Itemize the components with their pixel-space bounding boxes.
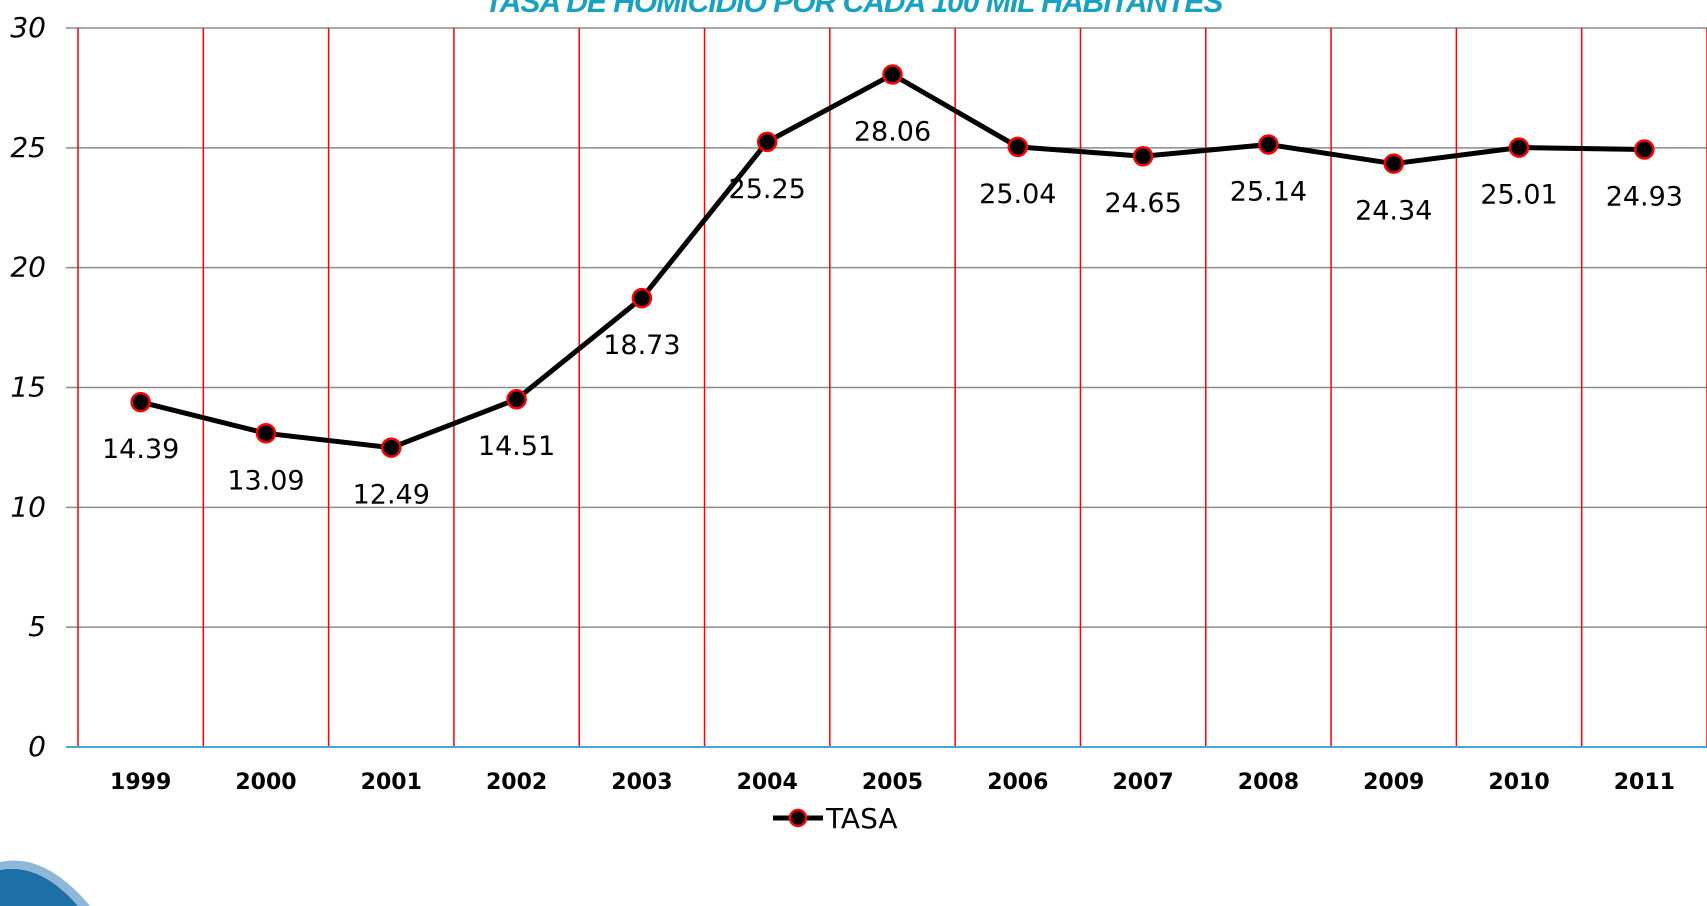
data-point-2009 — [1383, 153, 1404, 174]
x-tick-label-2007: 2007 — [1112, 770, 1173, 795]
x-tick-label-2010: 2010 — [1488, 770, 1549, 795]
data-point-2006 — [1007, 136, 1029, 158]
data-point-2007 — [1132, 145, 1154, 167]
data-point-2001 — [381, 437, 402, 458]
x-tick-label-2001: 2001 — [361, 770, 422, 795]
series-tasa — [130, 64, 1655, 458]
legend: TASA — [773, 802, 898, 835]
legend-entry-tasa: TASA — [825, 802, 898, 835]
data-label-2003: 18.73 — [603, 330, 680, 361]
category-gridlines — [77, 28, 1707, 747]
data-point-2011 — [1634, 139, 1655, 160]
y-tick-label-20: 20 — [10, 251, 46, 284]
x-tick-label-2008: 2008 — [1238, 770, 1299, 795]
decorative-corner-highlight — [0, 860, 90, 906]
data-label-2001: 12.49 — [353, 480, 430, 511]
x-tick-label-2004: 2004 — [737, 770, 798, 795]
legend-swatch-marker — [788, 808, 808, 828]
data-label-2011: 24.93 — [1606, 182, 1683, 213]
x-tick-label-2003: 2003 — [611, 770, 672, 795]
data-label-1999: 14.39 — [102, 434, 179, 465]
data-label-2007: 24.65 — [1104, 188, 1181, 219]
x-tick-label-2002: 2002 — [486, 770, 547, 795]
chart-title: TASA DE HOMICIDIO POR CADA 100 MIL HABIT… — [484, 0, 1224, 19]
x-tick-label-2006: 2006 — [987, 770, 1048, 795]
data-point-2003 — [631, 287, 653, 309]
value-gridlines — [66, 27, 1707, 628]
data-labels: 14.39 13.09 12.49 14.51 18.73 25.25 28.06 25.04… — [102, 116, 1683, 510]
data-point-2002 — [506, 388, 527, 410]
data-label-2010: 25.01 — [1480, 180, 1557, 211]
data-label-2006: 25.04 — [979, 179, 1056, 210]
x-tick-label-2011: 2011 — [1614, 770, 1675, 795]
data-point-1999 — [130, 391, 151, 413]
x-tick-label-2005: 2005 — [862, 770, 923, 795]
x-tick-label-2000: 2000 — [235, 770, 296, 795]
y-tick-label-15: 15 — [10, 371, 46, 404]
data-point-2010 — [1508, 137, 1530, 158]
y-axis-ticks: 0 5 10 15 20 25 30 — [10, 11, 46, 763]
y-tick-label-30: 30 — [10, 11, 46, 44]
decorative-corner-shape — [0, 868, 78, 906]
x-axis-ticks: 1999 2000 2001 2002 2003 2004 2005 2006 2007 2008… — [110, 770, 1675, 795]
data-label-2009: 24.34 — [1355, 196, 1432, 227]
data-label-2002: 14.51 — [478, 431, 555, 462]
x-tick-label-2009: 2009 — [1363, 770, 1424, 795]
y-tick-label-0: 0 — [28, 730, 46, 763]
data-point-2008 — [1258, 134, 1279, 155]
y-tick-label-10: 10 — [10, 490, 46, 523]
data-point-2004 — [756, 131, 778, 153]
y-tick-label-25: 25 — [10, 131, 46, 164]
data-label-2008: 25.14 — [1230, 176, 1307, 207]
data-point-2005 — [882, 64, 903, 85]
data-label-2000: 13.09 — [227, 465, 304, 496]
data-label-2004: 25.25 — [729, 174, 806, 205]
x-tick-label-1999: 1999 — [110, 770, 171, 795]
data-point-2000 — [255, 423, 277, 444]
y-tick-label-5: 5 — [28, 610, 46, 643]
data-label-2005: 28.06 — [854, 116, 931, 147]
